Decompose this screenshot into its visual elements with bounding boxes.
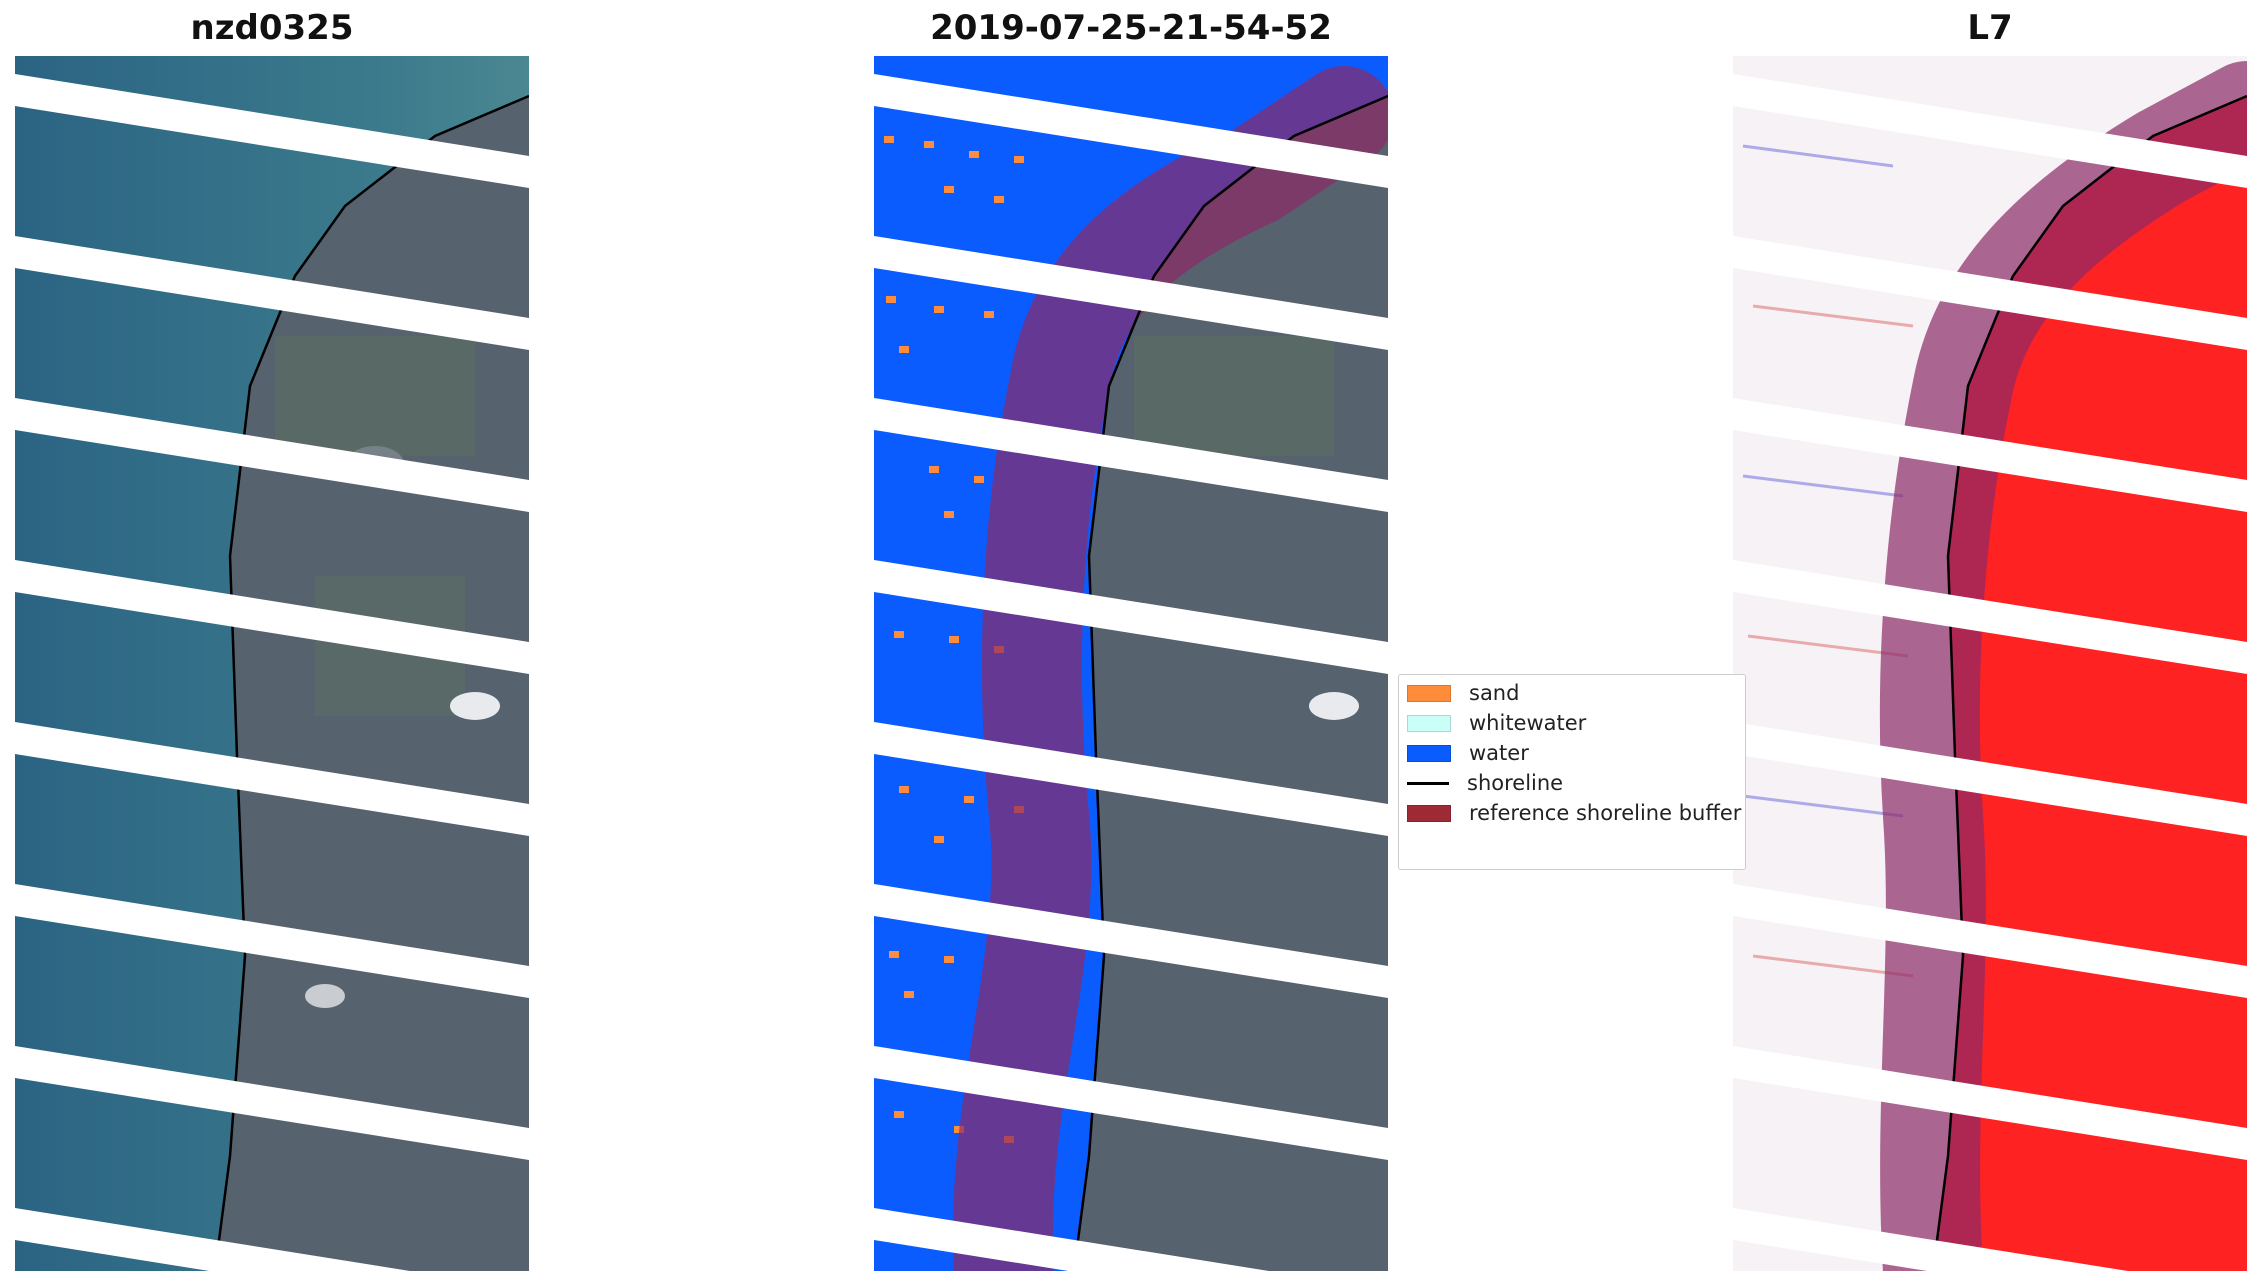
index-image — [1733, 56, 2247, 1271]
legend-swatch-buffer — [1407, 804, 1451, 822]
rgb-satellite-image — [15, 56, 529, 1271]
legend: sand whitewater water shoreline referenc… — [1398, 674, 1746, 870]
legend-item-water: water — [1407, 741, 1529, 765]
panel-title-classification: 2019-07-25-21-54-52 — [930, 8, 1332, 48]
panel-title-index: L7 — [1967, 8, 2013, 48]
legend-swatch-whitewater — [1407, 714, 1451, 732]
legend-label-shoreline: shoreline — [1467, 771, 1564, 795]
legend-swatch-water — [1407, 744, 1451, 762]
legend-label-buffer: reference shoreline buffer — [1469, 801, 1742, 825]
legend-item-shoreline: shoreline — [1407, 771, 1563, 795]
panel-title-rgb: nzd0325 — [190, 8, 354, 48]
legend-label-sand: sand — [1469, 681, 1520, 705]
classification-image — [874, 56, 1388, 1271]
legend-swatch-sand — [1407, 684, 1451, 702]
legend-item-sand: sand — [1407, 681, 1519, 705]
legend-label-water: water — [1469, 741, 1529, 765]
scan-line-gaps — [15, 74, 529, 1271]
legend-item-whitewater: whitewater — [1407, 711, 1586, 735]
legend-item-buffer: reference shoreline buffer — [1407, 801, 1741, 825]
legend-swatch-shoreline — [1407, 781, 1449, 785]
legend-label-whitewater: whitewater — [1469, 711, 1587, 735]
